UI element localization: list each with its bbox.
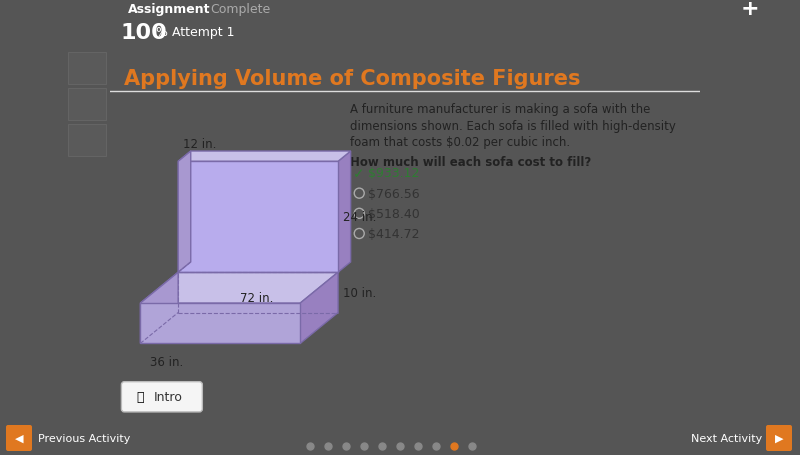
Text: Complete: Complete <box>210 3 270 15</box>
Text: Previous Activity: Previous Activity <box>38 433 130 443</box>
Text: A furniture manufacturer is making a sofa with the: A furniture manufacturer is making a sof… <box>350 103 650 116</box>
Polygon shape <box>178 162 338 273</box>
Text: $766.56: $766.56 <box>368 187 420 200</box>
Text: $414.72: $414.72 <box>368 228 420 240</box>
FancyBboxPatch shape <box>122 382 202 412</box>
Polygon shape <box>178 152 190 273</box>
FancyBboxPatch shape <box>68 53 106 85</box>
Polygon shape <box>140 273 338 303</box>
FancyBboxPatch shape <box>6 425 32 451</box>
Polygon shape <box>140 273 178 344</box>
Text: ✓: ✓ <box>354 167 365 181</box>
Polygon shape <box>300 273 338 344</box>
Text: foam that costs $0.02 per cubic inch.: foam that costs $0.02 per cubic inch. <box>350 136 570 148</box>
Text: % Attempt 1: % Attempt 1 <box>156 26 235 39</box>
Text: 72 in.: 72 in. <box>240 292 274 304</box>
Text: How much will each sofa cost to fill?: How much will each sofa cost to fill? <box>350 156 591 168</box>
FancyBboxPatch shape <box>68 89 106 121</box>
Text: 100: 100 <box>120 23 167 42</box>
Polygon shape <box>178 152 350 162</box>
Text: Intro: Intro <box>154 390 182 404</box>
Text: Next Activity: Next Activity <box>690 433 762 443</box>
Text: Assignment: Assignment <box>128 3 211 15</box>
Polygon shape <box>140 303 300 344</box>
Text: Applying Volume of Composite Figures: Applying Volume of Composite Figures <box>124 69 581 89</box>
FancyBboxPatch shape <box>766 425 792 451</box>
Text: 10 in.: 10 in. <box>343 286 376 299</box>
Text: ▶: ▶ <box>774 433 783 443</box>
Text: 36 in.: 36 in. <box>150 355 184 368</box>
Text: $518.40: $518.40 <box>368 207 420 220</box>
Text: dimensions shown. Each sofa is filled with high-density: dimensions shown. Each sofa is filled wi… <box>350 119 676 132</box>
Text: 24 in.: 24 in. <box>343 211 377 224</box>
Text: $933.12: $933.12 <box>368 167 420 180</box>
Text: 12 in.: 12 in. <box>183 137 217 150</box>
Text: ◀: ◀ <box>14 433 23 443</box>
FancyBboxPatch shape <box>68 125 106 157</box>
Text: +: + <box>741 0 759 19</box>
Text: 🔊: 🔊 <box>137 390 144 404</box>
Polygon shape <box>338 152 350 273</box>
